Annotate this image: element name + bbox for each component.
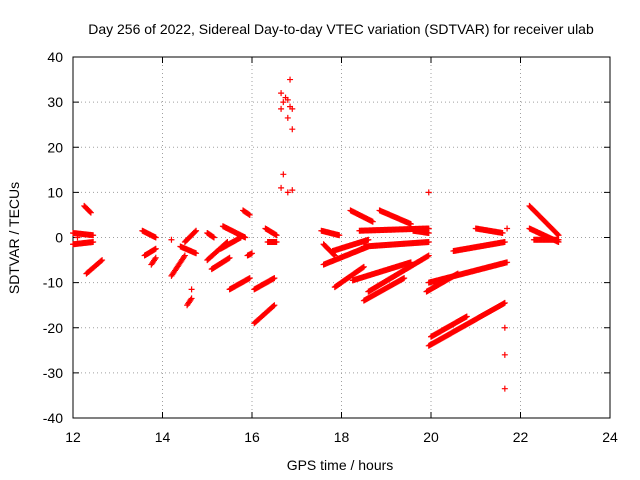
y-tick-label: 40 — [47, 49, 63, 65]
data-point — [278, 105, 285, 112]
data-point — [401, 275, 408, 282]
x-tick-label: 22 — [513, 429, 529, 445]
data-point — [501, 299, 508, 306]
data-point — [289, 126, 296, 133]
data-point — [271, 302, 278, 309]
data-point — [152, 234, 159, 241]
data-point — [554, 231, 561, 238]
x-tick-label: 24 — [602, 429, 618, 445]
x-tick-label: 14 — [155, 429, 171, 445]
data-point — [278, 184, 285, 191]
data-point — [555, 236, 562, 243]
data-point — [271, 275, 278, 282]
chart-title: Day 256 of 2022, Sidereal Day-to-day VTE… — [88, 21, 594, 37]
data-point — [242, 234, 249, 241]
y-tick-label: 0 — [55, 230, 63, 246]
data-point — [425, 229, 432, 236]
data-point — [246, 275, 253, 282]
y-tick-label: 10 — [47, 184, 63, 200]
data-point — [499, 229, 506, 236]
data-point — [245, 211, 252, 218]
data-point — [87, 209, 94, 216]
data-point — [226, 254, 233, 261]
y-axis-label: SDTVAR / TECUs — [6, 182, 22, 294]
data-point — [359, 264, 366, 271]
data-point — [210, 234, 217, 241]
y-tick-label: -10 — [43, 275, 63, 291]
data-marks — [70, 76, 562, 392]
data-point — [90, 239, 97, 246]
data-point — [168, 236, 175, 243]
y-tick-label: -30 — [43, 365, 63, 381]
data-point — [501, 351, 508, 358]
data-point — [99, 257, 106, 264]
y-tick-label: -20 — [43, 320, 63, 336]
data-point — [152, 245, 159, 252]
x-tick-label: 18 — [334, 429, 350, 445]
data-point — [504, 225, 511, 232]
data-point — [463, 313, 470, 320]
data-point — [273, 232, 280, 239]
data-point — [365, 236, 372, 243]
data-point — [246, 211, 253, 218]
data-point — [193, 250, 200, 257]
data-point — [287, 76, 294, 83]
data-point — [273, 239, 280, 246]
data-point — [284, 96, 291, 103]
data-point — [181, 252, 188, 259]
data-point — [407, 220, 414, 227]
data-point — [289, 187, 296, 194]
data-point — [87, 208, 94, 215]
data-point — [284, 114, 291, 121]
data-point — [336, 232, 343, 239]
data-point — [425, 252, 432, 259]
data-point — [192, 228, 199, 235]
data-point — [501, 239, 508, 246]
data-point — [289, 105, 296, 112]
data-point — [188, 295, 195, 302]
data-point — [280, 171, 287, 178]
data-point — [270, 303, 277, 310]
data-point — [188, 286, 195, 293]
x-tick-label: 20 — [423, 429, 439, 445]
data-point — [360, 263, 367, 270]
data-point — [501, 385, 508, 392]
data-point — [425, 239, 432, 246]
data-point — [187, 296, 194, 303]
data-point — [249, 250, 255, 257]
data-point — [180, 253, 187, 260]
data-point — [504, 259, 511, 266]
data-point — [151, 256, 158, 263]
x-tick-label: 12 — [65, 429, 81, 445]
data-point — [425, 189, 432, 196]
data-point — [193, 227, 200, 234]
data-point — [501, 324, 508, 331]
x-tick-label: 16 — [244, 429, 260, 445]
data-point — [90, 232, 97, 239]
data-point — [152, 254, 159, 261]
y-tick-label: 30 — [47, 94, 63, 110]
data-point — [98, 257, 105, 264]
y-tick-label: 20 — [47, 139, 63, 155]
y-tick-label: -40 — [43, 410, 63, 426]
axis-ticks: 12 14 16 18 20 22 24 -40 -30 -20 -10 0 10 20 30 40 — [43, 49, 618, 445]
data-point — [278, 90, 285, 97]
data-point — [74, 234, 81, 241]
data-point — [284, 189, 291, 196]
data-point — [280, 99, 287, 106]
data-point — [369, 218, 376, 225]
x-axis-label: GPS time / hours — [287, 457, 394, 473]
